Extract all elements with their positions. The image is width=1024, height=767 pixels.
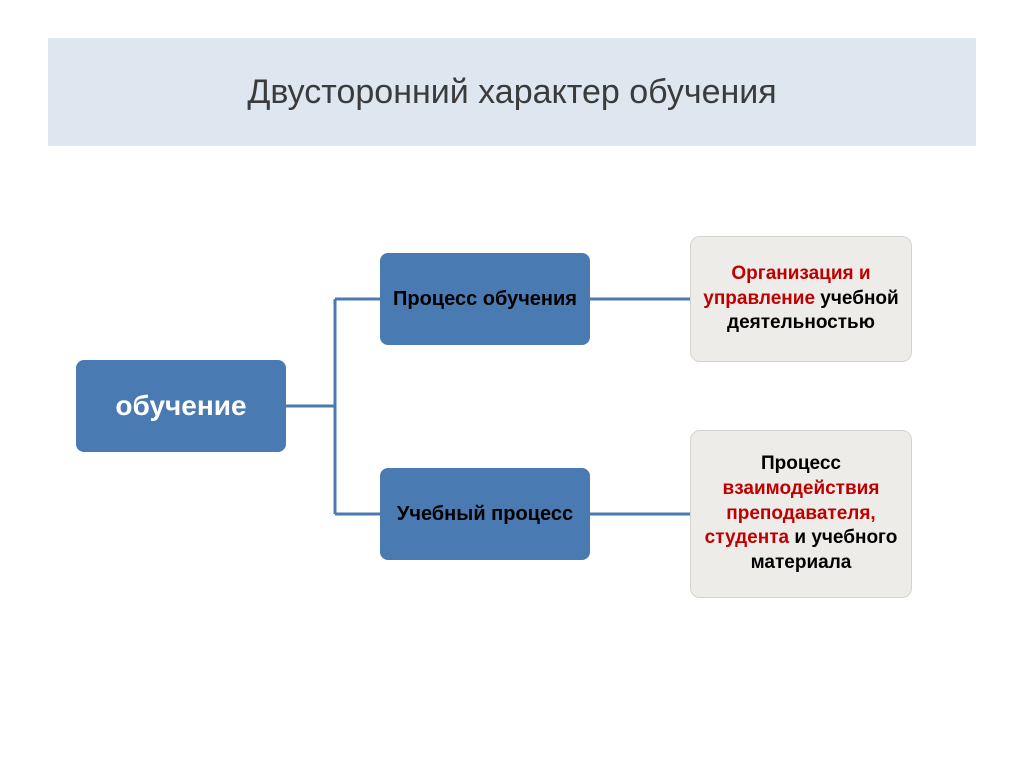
node-mid-label-1: Учебный процесс	[397, 502, 573, 527]
node-leaf-organization: Организация и управление учебной деятель…	[690, 236, 912, 362]
node-mid-process-teaching: Процесс обучения	[380, 253, 590, 345]
page-title: Двусторонний характер обучения	[247, 73, 776, 112]
node-leaf-interaction: Процесс взаимодействия преподавателя, ст…	[690, 430, 912, 598]
node-mid-label-0: Процесс обучения	[393, 287, 577, 312]
title-bar: Двусторонний характер обучения	[48, 38, 976, 146]
node-mid-study-process: Учебный процесс	[380, 468, 590, 560]
node-root-label: обучение	[115, 390, 246, 422]
node-root: обучение	[76, 360, 286, 452]
